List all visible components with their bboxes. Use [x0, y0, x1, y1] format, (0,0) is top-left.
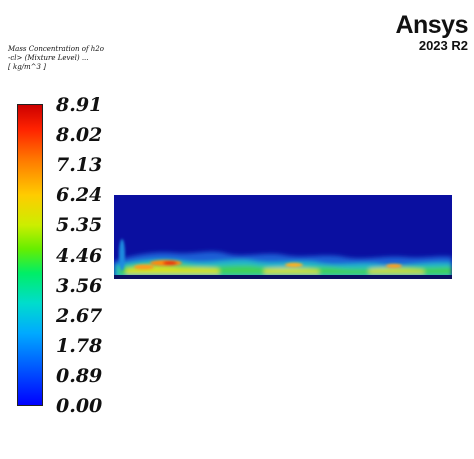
logo-version: 2023 R2 — [418, 38, 468, 53]
color-scale-bar — [17, 104, 43, 406]
scale-tick-label: 7.13 — [56, 154, 103, 176]
legend-title: Mass Concentration of h2o -cl> (Mixture … — [8, 45, 104, 72]
high-concentration-spots — [119, 239, 402, 271]
ansys-logo: Ansys 2023 R2 — [395, 12, 468, 53]
scale-tick-label: 0.00 — [56, 395, 103, 417]
scale-tick-label: 3.56 — [56, 275, 103, 297]
legend-title-line-2: -cl> (Mixture Level) ... — [8, 54, 89, 62]
legend-title-line-3: [ kg/m^3 ] — [8, 63, 46, 71]
scale-tick-label: 8.02 — [56, 124, 103, 146]
logo-brand: Ansys — [395, 11, 468, 39]
scale-tick-label: 4.46 — [56, 245, 103, 267]
scale-tick-label: 8.91 — [56, 94, 103, 116]
scale-tick-label: 1.78 — [56, 335, 103, 357]
scale-tick-label: 6.24 — [56, 184, 103, 206]
contour-plot[interactable] — [114, 195, 452, 279]
scale-tick-label: 2.67 — [56, 305, 103, 327]
scale-tick-label: 0.89 — [56, 365, 103, 387]
legend-title-line-1: Mass Concentration of h2o — [8, 45, 104, 53]
bottom-wall — [114, 275, 452, 279]
concentration-band — [114, 251, 452, 279]
scale-tick-label: 5.35 — [56, 214, 103, 236]
